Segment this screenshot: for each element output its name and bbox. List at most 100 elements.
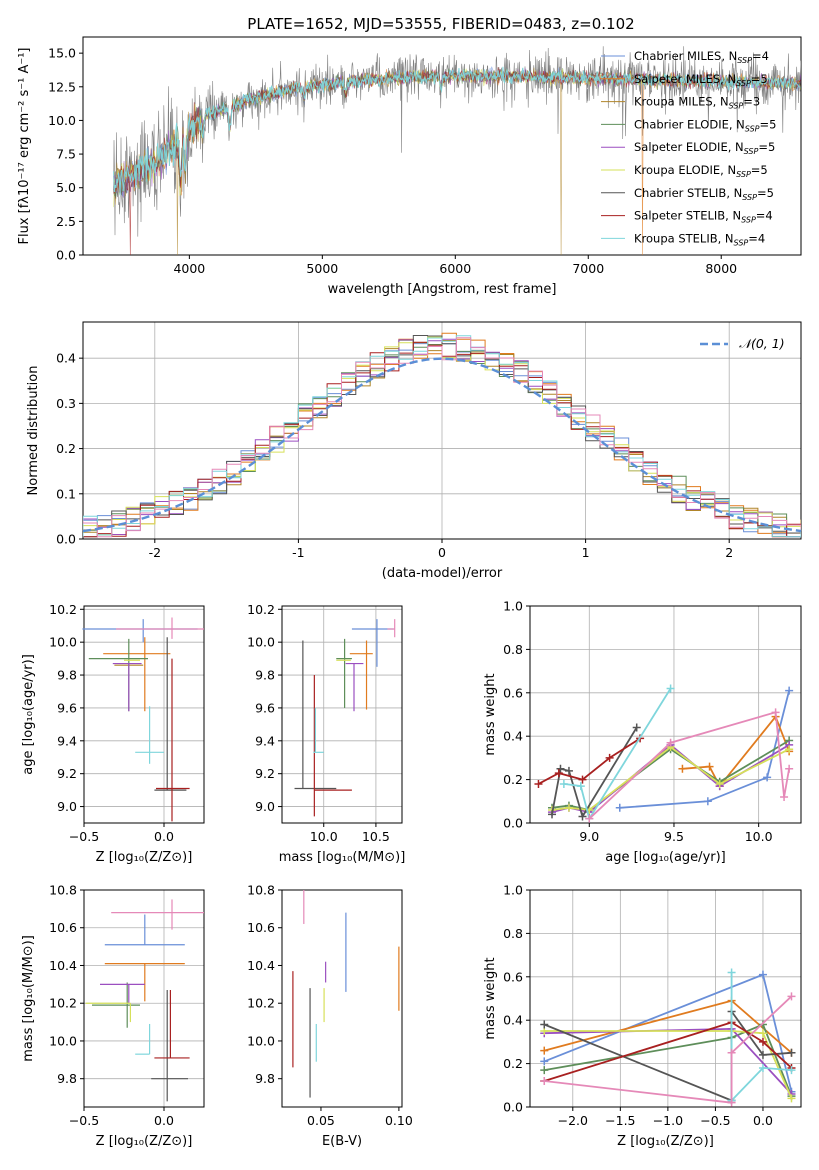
weight-marker [763,773,772,782]
legend-entry: Kroupa MILES, NSSP=3 [634,95,760,111]
weight-marker [578,775,587,784]
weight-series-line [551,727,638,819]
weight-marker [758,1037,767,1046]
x-tick-label: 5000 [306,261,338,276]
residual-histogram [83,339,801,538]
data-point-errorbar [351,619,394,667]
y-tick-label: 9.2 [57,766,77,781]
y-tick-label: 0.0 [503,1100,523,1115]
axes-frame [529,605,802,824]
spectrum-panel: 4000 5000 6000 7000 8000 0.0 2.5 5.0 7.5 10.0 12.5… [17,36,802,297]
weight-series-line [551,745,790,811]
weight-series [585,708,794,823]
weight-marker [554,769,563,778]
weight-series [615,686,794,812]
x-tick-label: 10.0 [745,829,773,844]
x-tick-label: 6000 [439,261,471,276]
weight-marker [540,1057,549,1066]
weight-series [540,992,796,1107]
data-point-errorbar [313,707,324,753]
y-tick-label: 0.0 [503,816,523,831]
y-tick-label: 0.1 [56,486,76,501]
weight-series-line [730,972,792,1103]
y-tick-label: 0.2 [503,772,523,787]
weight-marker [780,792,789,801]
y-tick-label: 10.8 [247,883,275,898]
x-axis-label: E(B-V) [322,1134,362,1149]
y-tick-label: 10.2 [49,602,77,617]
model-spectrum-line [113,66,801,196]
legend-entry: Chabrier ELODIE, NSSP=5 [634,117,776,133]
y-tick-label: 9.6 [255,700,275,715]
y-tick-label: 0.2 [503,1056,523,1071]
legend-entry: Salpeter MILES, NSSP=5 [634,72,768,88]
y-tick-label: 0.6 [503,969,523,984]
age-vs-mass-panel: 10.0 10.5 9.0 9.2 9.4 9.6 9.8 10.0 10.2 mass [log… [247,602,405,865]
data-point-errorbar [111,899,204,930]
y-tick-label: 0.2 [56,441,76,456]
x-axis-label: (data-model)/error [382,566,503,581]
x-tick-label: 0.0 [154,1113,174,1128]
weight-marker [666,684,675,693]
weight-marker [758,1063,767,1072]
x-tick-label: 2 [725,545,733,560]
data-point-errorbar [116,617,204,639]
x-tick-label: 0.10 [385,1113,413,1128]
weight-series-line [619,690,790,809]
y-tick-label: 10.0 [247,1033,275,1048]
y-tick-label: 0.4 [503,729,523,744]
weight-marker [540,1020,549,1029]
weight-marker [666,738,675,747]
data-point-errorbar [103,637,171,712]
mass-vs-metallicity-panel: −0.5 0.0 9.8 10.0 10.2 10.4 10.6 10.8 Z [log₁₀(Z… [21,883,205,1149]
weight-marker [605,753,614,762]
weight-marker [576,782,585,791]
x-tick-label: 0.0 [154,829,174,844]
x-tick-label: -2 [149,545,161,560]
x-tick-label: −2.0 [558,1113,588,1128]
data-point-errorbar [313,675,352,817]
y-tick-label: 10.6 [247,920,275,935]
y-tick-label: 1.0 [503,599,523,614]
weight-marker [556,764,565,773]
weight-marker [727,1098,736,1107]
x-axis-label: wavelength [Angstrom, rest frame] [328,282,557,297]
x-axis-label: Z [log₁₀(Z/Z⊙)] [96,850,193,865]
x-tick-label: 0.05 [307,1113,335,1128]
y-axis-label: mass [log₁₀(M/M⊙)] [21,935,36,1062]
y-tick-label: 7.5 [56,147,76,162]
weight-series [548,743,794,814]
weight-marker [758,970,767,979]
weight-marker [559,779,568,788]
weight-marker [678,764,687,773]
weight-marker [578,812,587,821]
x-tick-label: −0.5 [69,1113,99,1128]
y-tick-label: 9.8 [57,1071,77,1086]
data-point-errorbar [135,706,164,764]
y-tick-label: 1.0 [503,883,523,898]
data-point-errorbar [100,983,145,1004]
y-tick-label: 9.0 [57,799,77,814]
y-tick-label: 0.6 [503,685,523,700]
data-point-errorbar [336,638,352,708]
y-tick-label: 9.4 [255,733,275,748]
weight-marker [632,723,641,732]
weight-marker [715,779,724,788]
data-point-errorbar [154,990,190,1059]
residual-histogram [83,337,801,538]
y-axis-label: mass weight [483,673,498,755]
y-tick-label: 10.0 [49,635,77,650]
y-tick-label: 0.4 [56,351,76,366]
weight-marker [787,1094,796,1103]
y-tick-label: 0.4 [503,1013,523,1028]
y-tick-label: 0.8 [503,926,523,941]
x-tick-label: 0.0 [753,1113,773,1128]
y-tick-label: 9.2 [255,766,275,781]
x-axis-label: mass [log₁₀(M/M⊙)] [279,850,406,865]
weight-series-line [544,1023,793,1097]
weight-series-line [544,1021,793,1082]
y-tick-label: 9.8 [255,668,275,683]
weight-marker [585,814,594,823]
x-tick-label: 9.5 [664,829,684,844]
y-tick-label: 10.2 [49,996,77,1011]
